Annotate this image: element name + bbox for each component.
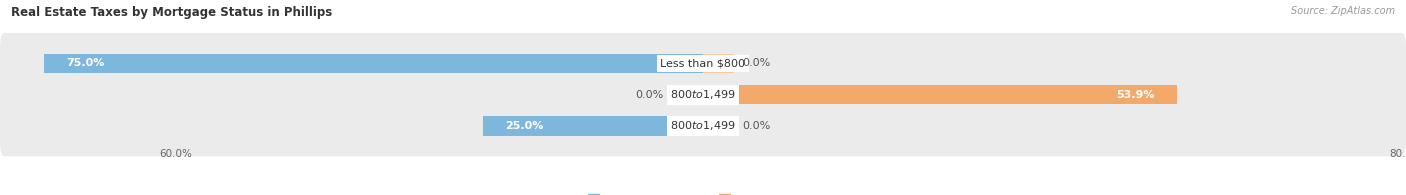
Text: Real Estate Taxes by Mortgage Status in Phillips: Real Estate Taxes by Mortgage Status in … — [11, 6, 332, 19]
Bar — [703, 116, 734, 136]
Legend: Without Mortgage, With Mortgage: Without Mortgage, With Mortgage — [588, 194, 818, 195]
Text: 0.0%: 0.0% — [742, 121, 770, 131]
FancyBboxPatch shape — [0, 64, 1406, 125]
Bar — [703, 54, 734, 73]
Text: Source: ZipAtlas.com: Source: ZipAtlas.com — [1291, 6, 1395, 16]
Text: 0.0%: 0.0% — [636, 90, 664, 100]
Bar — [484, 116, 703, 136]
FancyBboxPatch shape — [0, 96, 1406, 156]
Text: 53.9%: 53.9% — [1116, 90, 1154, 100]
Text: 0.0%: 0.0% — [742, 58, 770, 68]
Text: Less than $800: Less than $800 — [661, 58, 745, 68]
FancyBboxPatch shape — [0, 33, 1406, 94]
Bar — [672, 85, 703, 104]
Text: $800 to $1,499: $800 to $1,499 — [671, 119, 735, 132]
Bar — [44, 54, 703, 73]
Text: $800 to $1,499: $800 to $1,499 — [671, 88, 735, 101]
Bar — [703, 85, 1177, 104]
Text: 75.0%: 75.0% — [66, 58, 104, 68]
Text: 25.0%: 25.0% — [505, 121, 544, 131]
